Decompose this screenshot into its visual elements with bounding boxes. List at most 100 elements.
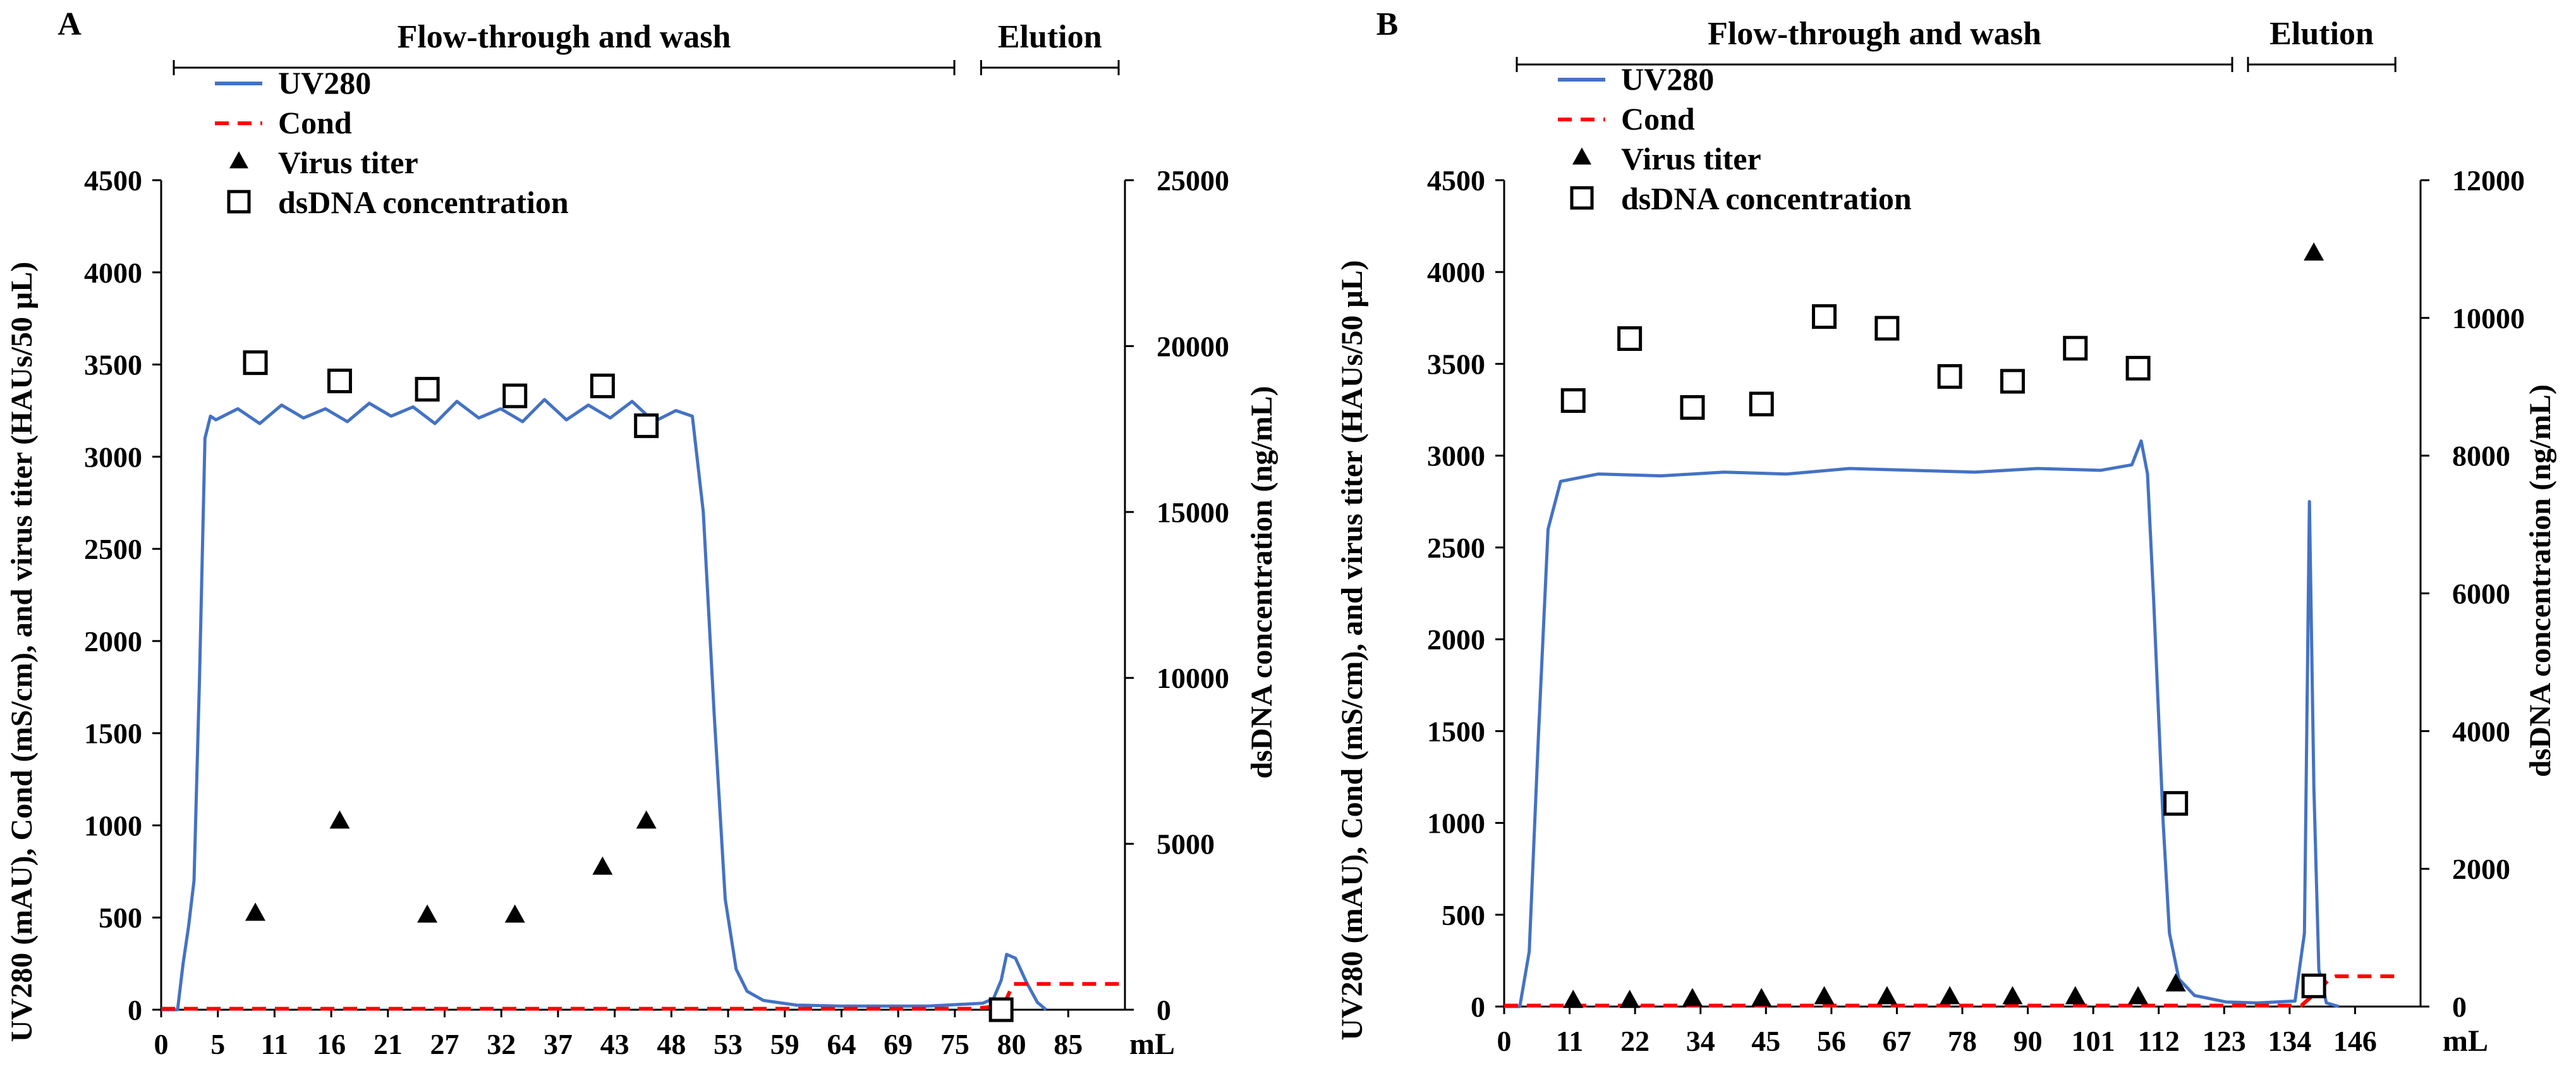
virus-titer-point <box>1563 989 1584 1008</box>
legend-label: UV280 <box>278 65 371 101</box>
y2-tick-label: 0 <box>1157 994 1171 1026</box>
virus-titer-point <box>417 904 438 923</box>
y-tick-label: 1500 <box>1427 715 1485 747</box>
x-tick-label: 16 <box>317 1028 346 1060</box>
dsdna-point <box>590 373 615 398</box>
y-tick-label: 4500 <box>84 164 142 197</box>
virus-titer-point <box>1751 988 1772 1007</box>
legend-label: UV280 <box>1621 61 1714 97</box>
virus-titer-point <box>1876 986 1897 1005</box>
x-tick-label: 34 <box>1686 1025 1715 1057</box>
virus-titer-point <box>1940 986 1960 1005</box>
x-tick-label: 22 <box>1620 1025 1649 1057</box>
legend-label: dsDNA concentration <box>1621 181 1912 216</box>
dsdna-point <box>634 413 659 438</box>
y-tick-label: 1500 <box>84 718 142 750</box>
x-tick-label: 112 <box>2137 1025 2179 1057</box>
y-tick-label: 4500 <box>1427 164 1485 197</box>
virus-titer-point <box>1814 986 1835 1005</box>
y2-tick-label: 12000 <box>2452 164 2525 197</box>
y2-tick-label: 8000 <box>2452 440 2510 472</box>
y2-tick-label: 10000 <box>1157 662 1229 694</box>
chart-panel-b: B Flow-through and wash Elution 0 500 1000 150… <box>1335 6 2557 1058</box>
dsdna-point <box>1560 388 1586 413</box>
x-tick-label: 27 <box>430 1028 459 1060</box>
y2-tick-label: 0 <box>2452 991 2467 1023</box>
y-tick-label: 4000 <box>84 257 142 289</box>
region-label: Elution <box>2269 16 2374 52</box>
region-bracket <box>980 60 1120 75</box>
y-tick-label: 3500 <box>1427 348 1485 380</box>
region-label: Elution <box>998 19 1102 55</box>
dsdna-point <box>2125 355 2151 381</box>
virus-titer-point <box>504 904 525 923</box>
virus-titer-point <box>2128 986 2149 1005</box>
x-tick-label: 5 <box>210 1028 225 1060</box>
dsdna-point <box>243 350 268 376</box>
chart-panel-a: A Flow-through and wash Elution05001000150… <box>5 6 1279 1061</box>
virus-titer-point <box>329 810 350 829</box>
y-tick-label: 4000 <box>1427 256 1485 288</box>
dsdna-point <box>1937 364 1962 389</box>
y-tick-label: 3000 <box>1427 440 1485 472</box>
dsdna-point <box>1749 391 1774 417</box>
y-tick-label: 2500 <box>84 533 142 565</box>
region-bracket <box>1516 57 2233 72</box>
x-tick-label: 11 <box>1556 1025 1583 1057</box>
x-tick-label: 0 <box>1497 1025 1512 1057</box>
y-tick-label: 3000 <box>84 441 142 473</box>
y-tick-label: 2000 <box>84 625 142 658</box>
x-tick-label: 101 <box>2072 1025 2115 1057</box>
dsdna-point <box>502 383 528 408</box>
series-uv280-line <box>1504 439 2340 1008</box>
x-tick-label: 37 <box>544 1028 573 1060</box>
y-axis-title: UV280 (mAU), Cond (mS/cm), and virus tit… <box>5 262 39 1042</box>
y-tick-label: 0 <box>128 994 142 1026</box>
x-tick-label: 21 <box>374 1028 403 1060</box>
y-axis-title: UV280 (mAU), Cond (mS/cm), and virus tit… <box>1335 260 1369 1040</box>
region-bracket <box>173 60 956 75</box>
dsdna-point <box>2163 791 2189 816</box>
x-unit-label: mL <box>2443 1024 2488 1058</box>
x-unit-label: mL <box>1129 1027 1175 1061</box>
region-bracket <box>2247 57 2397 72</box>
x-tick-label: 67 <box>1882 1025 1911 1057</box>
y2-tick-label: 2000 <box>2452 853 2510 885</box>
virus-titer-point <box>2065 986 2086 1005</box>
legend-square-icon <box>227 190 251 214</box>
legend-label: Cond <box>278 105 352 140</box>
virus-titer-point <box>1682 988 1703 1007</box>
y2-axis-title: dsDNA concentration (ng/mL) <box>2524 384 2557 777</box>
x-tick-label: 32 <box>487 1028 516 1060</box>
x-tick-label: 134 <box>2268 1025 2311 1057</box>
legend: UV280 Cond Virus titer dsDNA concentration <box>215 65 569 220</box>
legend-label: Cond <box>1621 101 1695 137</box>
virus-titer-point <box>636 810 657 829</box>
x-tick-label: 43 <box>600 1028 629 1060</box>
x-tick-label: 64 <box>827 1028 856 1060</box>
dsdna-point <box>988 997 1014 1022</box>
region-label: Flow-through and wash <box>398 19 731 55</box>
virus-titer-point <box>245 902 266 921</box>
virus-titer-point <box>592 856 613 875</box>
y-tick-label: 1000 <box>84 809 142 842</box>
y-tick-label: 500 <box>99 902 142 934</box>
y-tick-label: 500 <box>1442 899 1485 931</box>
x-tick-label: 123 <box>2202 1025 2246 1057</box>
x-tick-label: 56 <box>1817 1025 1846 1057</box>
legend-triangle-icon <box>229 151 248 169</box>
y2-tick-label: 10000 <box>2452 302 2525 334</box>
dsdna-point <box>1680 395 1705 420</box>
x-tick-label: 48 <box>657 1028 686 1060</box>
y2-tick-label: 4000 <box>2452 715 2510 747</box>
y2-tick-label: 5000 <box>1157 828 1215 861</box>
x-tick-label: 78 <box>1948 1025 1977 1057</box>
legend-label: Virus titer <box>278 145 418 180</box>
legend-label: Virus titer <box>1621 141 1761 176</box>
y2-tick-label: 20000 <box>1157 330 1229 362</box>
x-tick-label: 80 <box>997 1028 1026 1060</box>
y2-axis-title: dsDNA concentration (ng/mL) <box>1245 386 1279 778</box>
y-tick-label: 0 <box>1471 991 1485 1023</box>
